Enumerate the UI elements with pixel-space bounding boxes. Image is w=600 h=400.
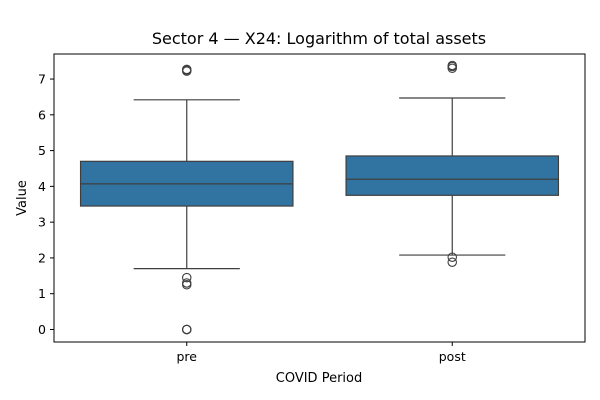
y-tick-label: 5 (38, 143, 46, 158)
y-tick-label: 4 (38, 179, 46, 194)
plot-frame (53, 53, 586, 343)
y-tick-label: 7 (38, 72, 46, 87)
outlier-point (447, 252, 457, 262)
box-group-pre (79, 64, 294, 335)
outlier-point (182, 278, 192, 288)
outlier-point (182, 324, 192, 335)
iqr-box (345, 155, 560, 196)
x-tick-label: post (439, 349, 466, 364)
chart-title: Sector 4 — X24: Logarithm of total asset… (152, 29, 486, 48)
y-tick-label: 2 (38, 250, 46, 265)
plot-area (53, 53, 586, 343)
x-axis: pre post (177, 342, 466, 364)
x-axis-title: COVID Period (276, 371, 363, 386)
y-tick-label: 1 (38, 286, 46, 301)
y-tick-label: 0 (38, 322, 46, 337)
outlier-point (447, 60, 457, 71)
x-tick-label: pre (177, 349, 198, 364)
y-tick-label: 3 (38, 215, 46, 230)
outlier-point (447, 257, 457, 267)
y-axis: 0 1 2 3 4 5 6 7 (38, 72, 54, 337)
box-group-post (345, 60, 560, 267)
y-tick-label: 6 (38, 107, 46, 122)
outlier-point (182, 64, 192, 75)
outlier-point (182, 272, 192, 283)
y-axis-title: Value (15, 180, 30, 216)
